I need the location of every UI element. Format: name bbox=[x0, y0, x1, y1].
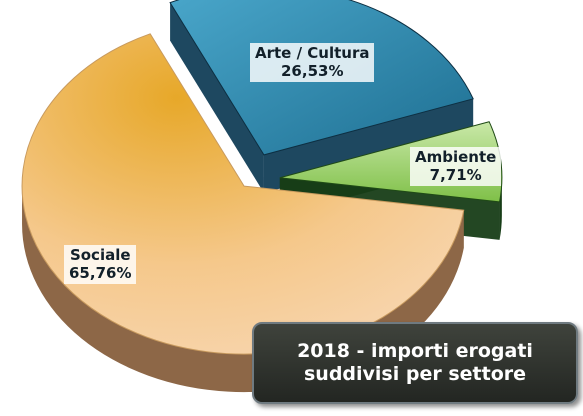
slice-value-ambiente: 7,71% bbox=[429, 166, 482, 184]
slice-label-sociale: Sociale 65,76% bbox=[64, 245, 137, 284]
slice-value-sociale: 65,76% bbox=[69, 264, 132, 282]
slice-name-ambiente: Ambiente bbox=[415, 148, 497, 166]
slice-value-arte-cultura: 26,53% bbox=[281, 62, 344, 80]
slice-label-arte-cultura: Arte / Cultura 26,53% bbox=[250, 43, 375, 82]
slice-name-arte-cultura: Arte / Cultura bbox=[255, 44, 370, 62]
slice-wall-arte-cultura-0 bbox=[170, 2, 264, 193]
slice-name-sociale: Sociale bbox=[69, 246, 131, 264]
chart-title-box: 2018 - importi erogati suddivisi per set… bbox=[252, 322, 578, 404]
chart-title-line-1: 2018 - importi erogati bbox=[297, 340, 533, 362]
slice-label-ambiente: Ambiente 7,71% bbox=[410, 147, 502, 186]
chart-title-line-2: suddivisi per settore bbox=[303, 363, 527, 385]
